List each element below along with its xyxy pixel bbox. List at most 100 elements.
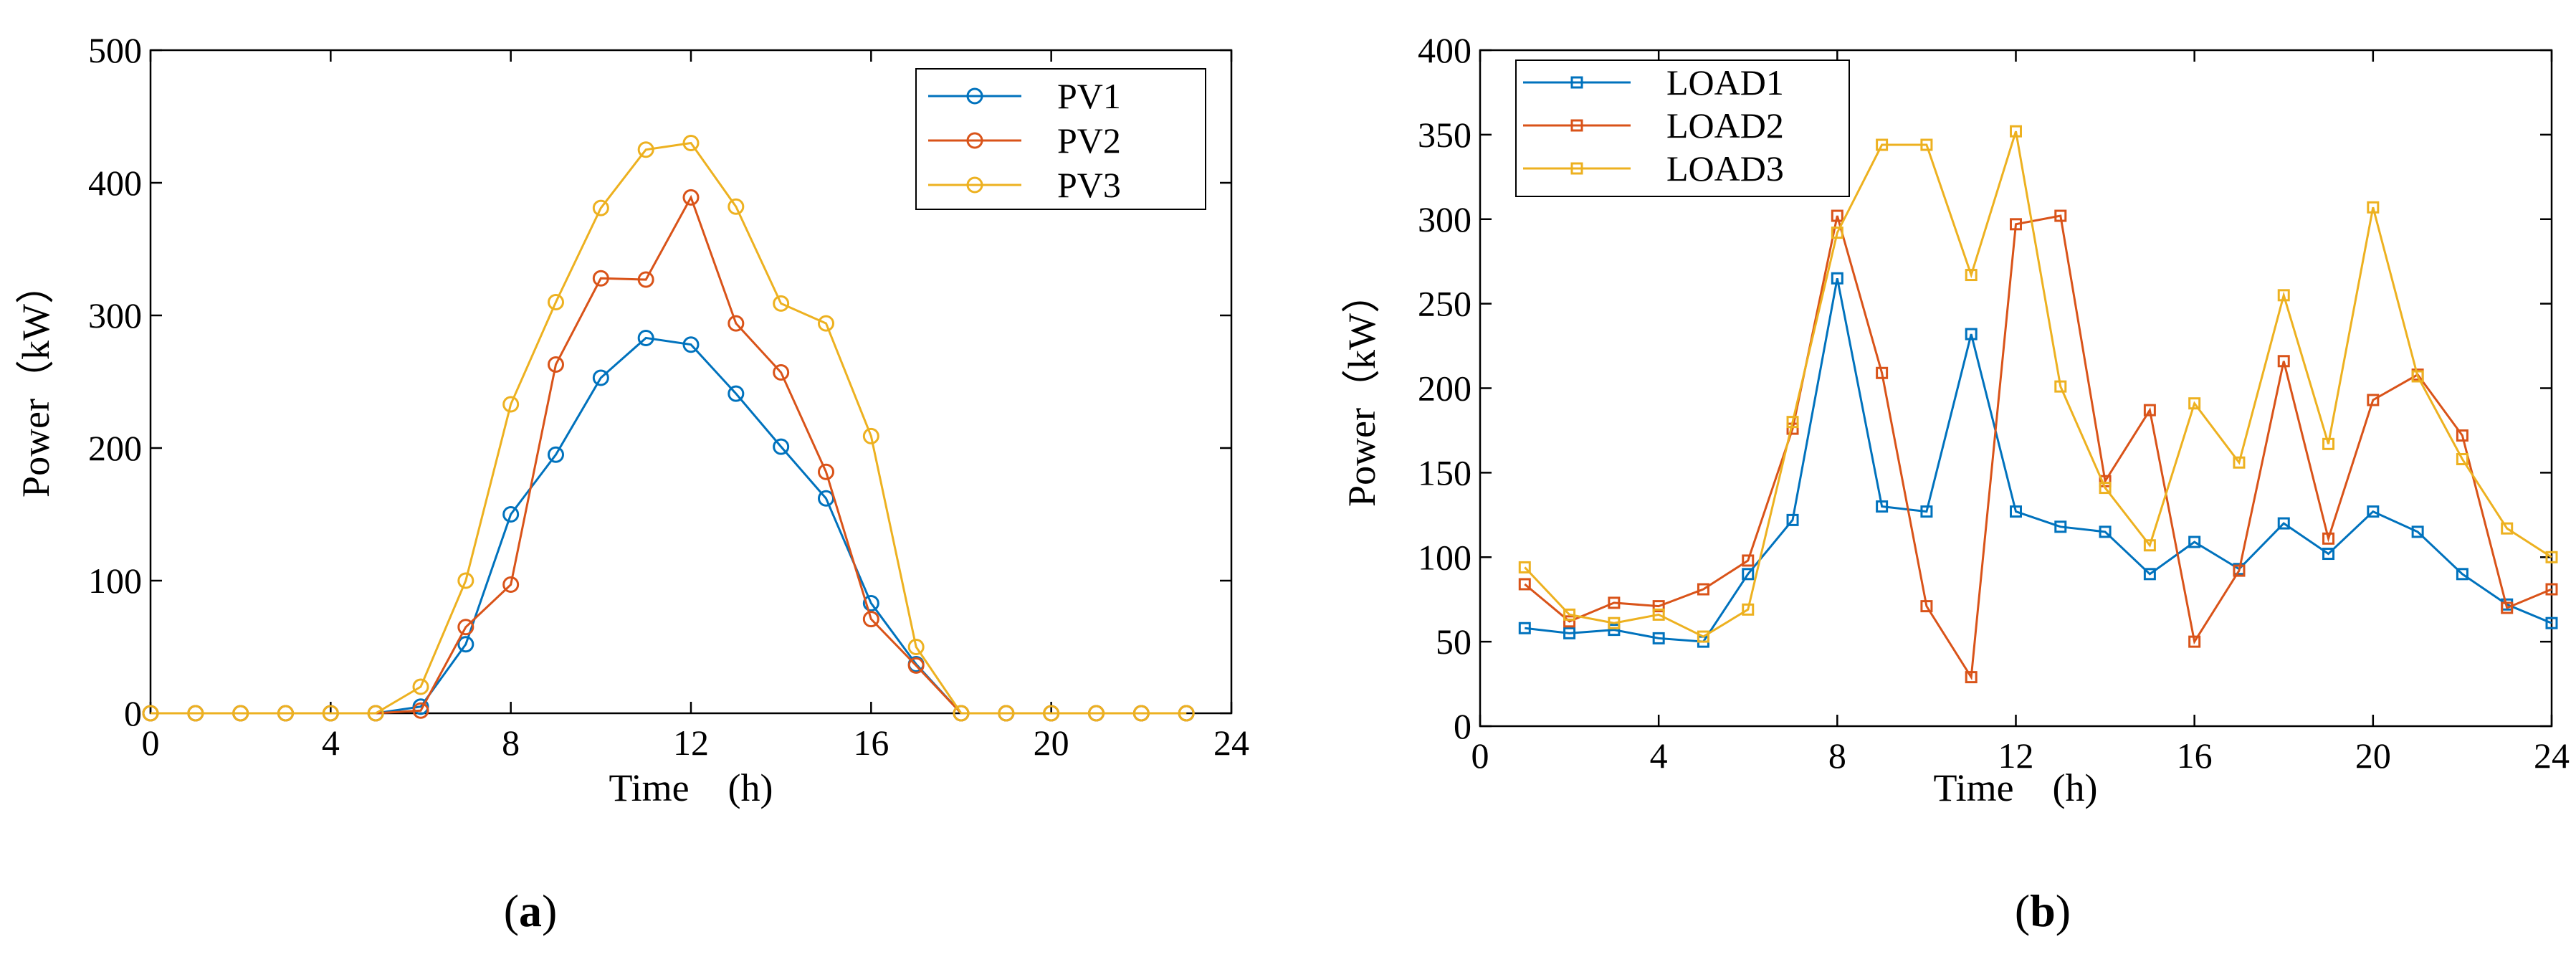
b-y-tick-label: 0	[1454, 706, 1471, 746]
b-load1-point	[1876, 500, 1889, 513]
chart-b-caption-close: )	[2056, 885, 2071, 936]
b-series-load3	[1518, 125, 2558, 643]
a-pv3-point	[682, 135, 700, 151]
b-load3-point	[2322, 437, 2335, 450]
b-load3-point	[1697, 630, 1709, 643]
a-pv2-point	[457, 619, 474, 636]
b-legend-marker-load3	[1570, 162, 1583, 175]
a-y-tick-label: 0	[124, 693, 142, 733]
b-load1-point	[2099, 525, 2112, 538]
a-pv2-point	[818, 463, 834, 480]
a-pv3-point	[502, 396, 520, 413]
b-load2-point	[1831, 209, 1843, 222]
a-x-tick-label: 16	[853, 723, 889, 763]
a-legend-marker-pv3	[966, 176, 983, 194]
a-pv1-point	[457, 636, 474, 653]
a-pv3-point	[1178, 705, 1195, 722]
a-pv3-point	[773, 295, 790, 312]
b-load3-point	[1608, 616, 1621, 629]
a-pv3-point	[548, 294, 564, 310]
a-legend-label-pv2: PV2	[1057, 120, 1121, 161]
chart-a-series	[142, 135, 1195, 722]
a-pv1-point	[728, 385, 745, 402]
b-load2-point	[2010, 218, 2022, 231]
a-y-tick-label: 200	[88, 428, 142, 468]
b-load3-point	[2054, 380, 2067, 393]
a-legend-label-pv3: PV3	[1057, 165, 1121, 205]
a-legend-label-pv1: PV1	[1057, 76, 1121, 116]
b-legend-marker-load2	[1570, 119, 1583, 132]
b-x-tick-label: 16	[2177, 735, 2213, 776]
a-pv2-point	[637, 271, 654, 288]
b-legend-label-load2: LOAD2	[1666, 105, 1784, 146]
a-y-tick-label: 400	[88, 163, 142, 203]
b-load3-point	[1920, 138, 1933, 151]
b-load2-point	[2545, 583, 2558, 596]
a-pv3-point	[953, 705, 970, 722]
b-load2-point	[1608, 596, 1621, 609]
b-y-tick-label: 50	[1436, 622, 1471, 662]
a-pv2-point	[728, 315, 745, 332]
a-x-tick-label: 12	[673, 723, 709, 763]
a-pv3-point	[1088, 705, 1105, 722]
b-x-tick-label: 8	[1828, 735, 1846, 776]
a-x-tick-label: 4	[322, 723, 340, 763]
b-load1-point	[2545, 616, 2558, 629]
b-load1-point	[2322, 548, 2335, 561]
b-load2-point	[1920, 600, 1933, 613]
b-load1-point	[2411, 525, 2424, 538]
b-load2-point	[1965, 671, 1978, 684]
b-load3-point	[1563, 608, 1576, 621]
b-load1-point	[2277, 517, 2290, 530]
b-y-tick-label: 300	[1418, 199, 1471, 239]
a-pv3-point	[637, 141, 654, 158]
b-load3-point	[1786, 416, 1799, 429]
a-pv2-point	[682, 189, 700, 206]
b-load2-point	[2188, 635, 2201, 648]
b-y-tick-label: 100	[1418, 537, 1471, 577]
a-pv2-point	[773, 364, 790, 381]
b-y-tick-label: 350	[1418, 115, 1471, 155]
b-load3-point	[2545, 551, 2558, 563]
b-load1-point	[2188, 535, 2201, 548]
b-y-tick-label: 200	[1418, 368, 1471, 409]
b-load1-point	[1518, 622, 1531, 634]
b-load2-point	[2367, 394, 2380, 406]
a-pv3-point	[818, 315, 834, 332]
b-load1-point	[1652, 632, 1665, 644]
b-load3-point	[2188, 397, 2201, 410]
b-load3-point	[1831, 227, 1843, 239]
a-series-pv2	[142, 189, 1195, 722]
chart-a-caption-close: )	[542, 885, 557, 936]
a-pv1-point	[682, 336, 700, 353]
a-series-pv3	[142, 135, 1195, 722]
b-load3-point	[2277, 289, 2290, 302]
a-x-tick-label: 20	[1034, 723, 1069, 763]
a-legend-marker-pv1	[966, 87, 983, 105]
b-x-tick-label: 0	[1471, 735, 1489, 776]
a-x-tick-label: 0	[142, 723, 160, 763]
a-pv3-point	[457, 572, 474, 589]
b-load2-point	[2143, 404, 2156, 416]
a-pv3-line	[151, 141, 1187, 715]
a-y-tick-label: 500	[88, 30, 142, 70]
a-pv3-point	[728, 198, 745, 215]
a-pv3-point	[322, 705, 339, 722]
chart-b-series	[1518, 125, 2558, 684]
b-load3-point	[2367, 201, 2380, 214]
a-pv1-point	[862, 594, 879, 611]
b-load1-point	[2143, 568, 2156, 581]
a-pv3-point	[1043, 705, 1060, 722]
a-pv2-point	[548, 356, 564, 373]
b-load1-line	[1525, 277, 2552, 643]
a-pv2-point	[502, 576, 520, 594]
b-load1-point	[1742, 568, 1755, 581]
b-load2-point	[1518, 578, 1531, 591]
b-load1-point	[2456, 568, 2468, 581]
b-load2-line	[1524, 214, 2552, 681]
b-load1-point	[1831, 272, 1843, 285]
b-load1-point	[1563, 627, 1576, 639]
b-load2-point	[2233, 564, 2246, 577]
